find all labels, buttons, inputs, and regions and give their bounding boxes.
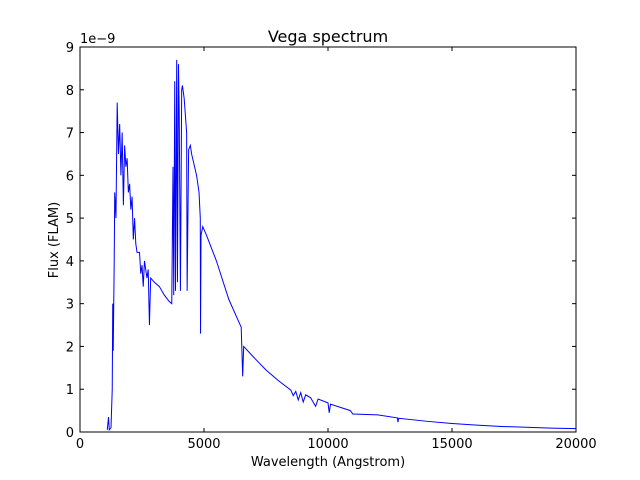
y-tick-label: 5 (66, 212, 74, 227)
y-tick-label: 1 (66, 383, 74, 398)
y-tick-label: 8 (66, 84, 74, 99)
y-axis-label: Flux (FLAM) (47, 202, 62, 278)
y-tick-label: 4 (66, 255, 74, 270)
x-axis-label: Wavelength (Angstrom) (251, 455, 405, 470)
x-tick-label: 0 (76, 437, 84, 452)
x-tick-label: 5000 (187, 437, 220, 452)
y-tick-label: 0 (66, 426, 74, 441)
y-tick-label: 9 (66, 41, 74, 56)
x-tick-label: 20000 (555, 437, 596, 452)
data-line (106, 59, 577, 432)
y-tick-label: 7 (66, 127, 74, 142)
x-tick-label: 10000 (307, 437, 348, 452)
y-tick-label: 2 (66, 340, 74, 355)
chart-title: Vega spectrum (268, 27, 388, 46)
y-tick-label: 6 (66, 169, 74, 184)
x-tick-label: 15000 (431, 437, 472, 452)
y-tick-label: 3 (66, 298, 74, 313)
y-offset-label: 1e−9 (80, 32, 115, 47)
